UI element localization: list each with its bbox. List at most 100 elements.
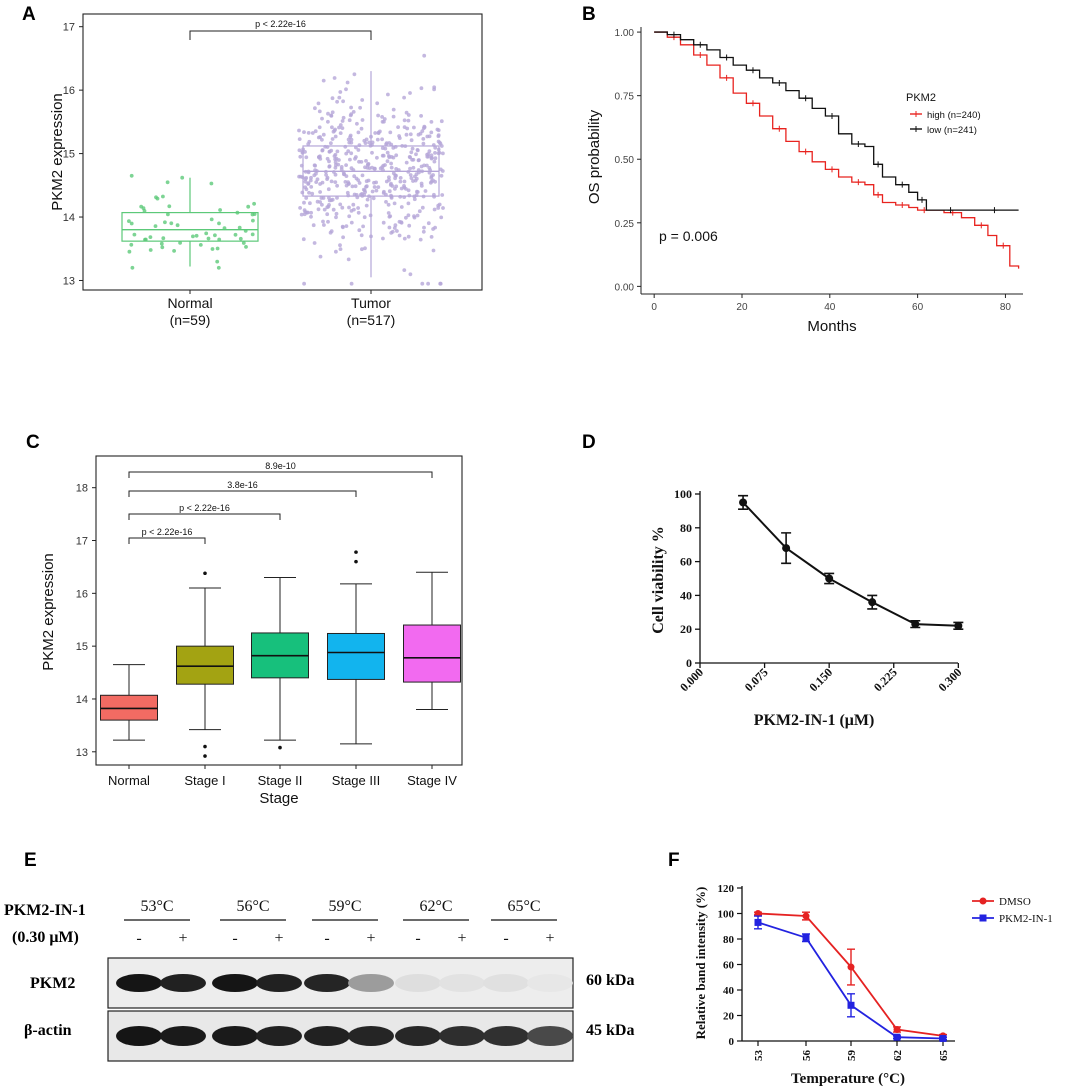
jitter-point bbox=[367, 140, 372, 145]
jitter-point bbox=[437, 202, 442, 207]
y-tick-label: 60 bbox=[680, 555, 692, 569]
jitter-point bbox=[316, 207, 321, 212]
jitter-point bbox=[320, 148, 325, 153]
y-axis-title: Cell viability % bbox=[650, 526, 667, 634]
y-tick-label: 0 bbox=[729, 1036, 735, 1048]
jitter-point bbox=[409, 138, 414, 143]
blot-band bbox=[483, 1026, 529, 1046]
jitter-point bbox=[412, 125, 416, 130]
jitter-point bbox=[399, 186, 404, 191]
jitter-point bbox=[251, 218, 255, 223]
jitter-point bbox=[309, 185, 314, 189]
y-tick-label: 20 bbox=[680, 622, 692, 636]
jitter-point bbox=[297, 174, 301, 179]
x-tick-label: 62 bbox=[892, 1050, 904, 1062]
jitter-point bbox=[346, 182, 351, 186]
blot-band bbox=[304, 1026, 350, 1046]
x-tick-label: 65 bbox=[938, 1050, 950, 1062]
blot-band bbox=[395, 1026, 441, 1046]
jitter-point bbox=[385, 159, 390, 164]
y-tick-label: 15 bbox=[76, 641, 88, 653]
jitter-point bbox=[429, 153, 434, 158]
x-tick-count: (n=59) bbox=[170, 312, 211, 328]
km-step-line bbox=[654, 31, 1020, 269]
blot-band bbox=[483, 974, 529, 992]
jitter-point bbox=[351, 202, 356, 207]
jitter-point bbox=[402, 184, 406, 188]
blot-treatment-conc: (0.30 μM) bbox=[12, 929, 79, 946]
jitter-point bbox=[356, 148, 361, 152]
jitter-point bbox=[427, 166, 432, 170]
jitter-point bbox=[317, 125, 322, 130]
jitter-point bbox=[309, 175, 313, 180]
censor-mark bbox=[875, 161, 882, 168]
jitter-point bbox=[351, 110, 356, 114]
jitter-point bbox=[352, 207, 356, 212]
jitter-point bbox=[360, 247, 364, 252]
jitter-point bbox=[335, 149, 340, 154]
jitter-point bbox=[250, 212, 255, 217]
jitter-point bbox=[334, 249, 338, 254]
jitter-point bbox=[411, 179, 415, 183]
jitter-point bbox=[204, 231, 209, 236]
jitter-point bbox=[429, 120, 434, 124]
jitter-point bbox=[381, 220, 386, 225]
jitter-point bbox=[297, 128, 301, 133]
jitter-point bbox=[346, 149, 351, 154]
jitter-point bbox=[408, 91, 412, 95]
jitter-point bbox=[180, 175, 185, 180]
jitter-point bbox=[357, 228, 362, 233]
blot-band bbox=[439, 1026, 485, 1046]
jitter-point bbox=[435, 127, 440, 132]
jitter-point bbox=[425, 163, 429, 168]
jitter-point bbox=[155, 196, 160, 201]
censor-mark bbox=[978, 222, 985, 229]
jitter-point bbox=[381, 153, 386, 158]
jitter-point bbox=[415, 190, 420, 194]
box-stage-iii bbox=[327, 550, 385, 745]
blot-band bbox=[212, 1026, 258, 1046]
jitter-point bbox=[406, 118, 411, 123]
jitter-point bbox=[309, 214, 313, 219]
jitter-point bbox=[429, 235, 434, 239]
blot-band bbox=[212, 974, 258, 992]
jitter-point bbox=[329, 229, 334, 234]
jitter-point bbox=[387, 189, 392, 194]
jitter-point bbox=[206, 236, 211, 241]
jitter-point bbox=[300, 190, 305, 195]
blot-temperature-label: 56°C bbox=[236, 898, 269, 915]
jitter-point bbox=[362, 215, 367, 220]
jitter-point bbox=[411, 165, 416, 170]
censor-mark bbox=[776, 79, 783, 86]
data-point bbox=[847, 1001, 855, 1009]
jitter-point bbox=[398, 194, 403, 199]
jitter-point bbox=[308, 178, 313, 183]
jitter-point bbox=[432, 87, 436, 92]
jitter-point bbox=[389, 155, 394, 159]
jitter-point bbox=[338, 247, 343, 252]
jitter-point bbox=[349, 281, 354, 286]
jitter-point bbox=[348, 113, 353, 118]
jitter-point bbox=[237, 225, 242, 230]
jitter-point bbox=[419, 86, 424, 91]
y-tick-label: 60 bbox=[723, 960, 735, 972]
jitter-point bbox=[329, 148, 334, 153]
jitter-point bbox=[378, 129, 382, 134]
jitter-point bbox=[361, 224, 365, 229]
jitter-point bbox=[439, 119, 444, 124]
jitter-point bbox=[340, 126, 345, 130]
jitter-point bbox=[326, 111, 330, 116]
box-body bbox=[121, 211, 259, 242]
jitter-point bbox=[402, 179, 407, 184]
jitter-point bbox=[381, 236, 385, 241]
jitter-point bbox=[441, 206, 445, 210]
jitter-point bbox=[361, 187, 366, 192]
censor-mark bbox=[899, 181, 906, 188]
x-tick-label: 0 bbox=[651, 302, 657, 313]
blot-band bbox=[348, 974, 394, 992]
jitter-point bbox=[142, 209, 147, 213]
jitter-point bbox=[178, 241, 183, 245]
jitter-point bbox=[346, 257, 351, 262]
jitter-point bbox=[148, 248, 153, 252]
data-point bbox=[911, 620, 920, 629]
